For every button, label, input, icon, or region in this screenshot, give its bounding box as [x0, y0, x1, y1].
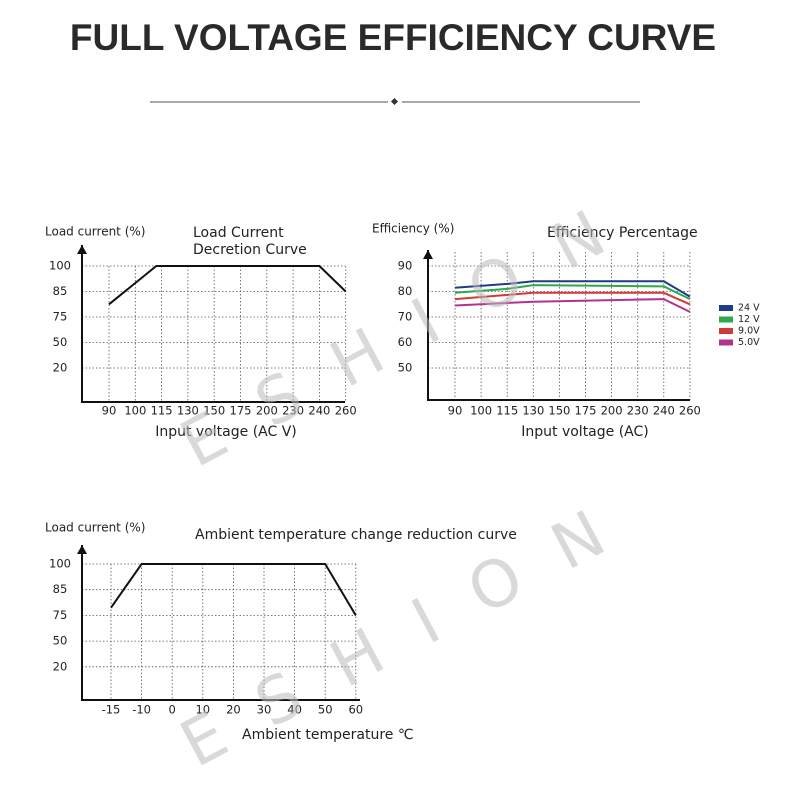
axis	[81, 245, 345, 403]
y-axis-label: Load current (%)	[45, 225, 145, 239]
y-tick-label: 85	[53, 582, 68, 596]
y-tick-label: 60	[398, 335, 413, 349]
legend-label: 9.0V	[738, 326, 760, 337]
axis-arrow	[77, 545, 87, 554]
x-tick-label: 230	[627, 404, 649, 418]
legend-label: 12 V	[738, 314, 760, 325]
x-axis-label: Input voltage (AC)	[521, 424, 649, 440]
y-tick-label: 80	[398, 284, 413, 298]
divider-diamond	[390, 97, 399, 106]
chart-title: Decretion Curve	[193, 242, 307, 258]
x-tick-label: 175	[230, 404, 252, 418]
legend-label: 24 V	[738, 303, 760, 314]
x-tick-label: 175	[575, 404, 597, 418]
x-tick-label: 30	[257, 703, 272, 717]
charts: 90 100 115 130 150 175 200 230 240 26010085755020…	[45, 222, 760, 744]
y-tick-label: 85	[53, 284, 68, 298]
page-title: FULL VOLTAGE EFFICIENCY CURVE	[70, 17, 716, 58]
x-tick-label: 100	[124, 404, 146, 418]
axis	[427, 250, 690, 401]
x-tick-label: 130	[177, 404, 199, 418]
x-tick-label: 60	[348, 703, 363, 717]
y-tick-label: 20	[53, 659, 68, 673]
legend-label: 5.0V	[738, 337, 760, 348]
y-axis-label: Load current (%)	[45, 521, 145, 535]
x-axis-label: Input voltage (AC V)	[155, 424, 297, 440]
series-line	[454, 298, 691, 313]
legend-swatch	[719, 339, 733, 346]
chart-title: Efficiency Percentage	[547, 225, 698, 241]
x-tick-label: 90	[102, 404, 117, 418]
x-tick-label: 115	[496, 404, 518, 418]
x-tick-label: 115	[151, 404, 173, 418]
chart-title: Load Current	[193, 225, 284, 241]
y-tick-label: 20	[53, 361, 68, 375]
y-tick-label: 75	[53, 608, 68, 622]
series-line	[108, 265, 347, 306]
legend-swatch	[719, 316, 733, 323]
x-tick-label: 50	[318, 703, 333, 717]
axis-arrow	[423, 250, 433, 259]
y-tick-label: 50	[53, 335, 68, 349]
x-tick-label: -15	[102, 703, 121, 717]
x-tick-label: 230	[282, 404, 304, 418]
x-tick-label: 200	[601, 404, 623, 418]
x-tick-label: 150	[548, 404, 570, 418]
axis-arrow	[77, 245, 87, 254]
x-tick-label: 40	[287, 703, 302, 717]
y-tick-label: 100	[49, 259, 71, 273]
chart-title: Ambient temperature change reduction cur…	[195, 527, 517, 543]
x-tick-label: 260	[335, 404, 357, 418]
series-line	[110, 563, 357, 616]
y-tick-label: 50	[398, 361, 413, 375]
x-tick-label: 20	[226, 703, 241, 717]
x-tick-label: 240	[653, 404, 675, 418]
x-tick-label: 100	[470, 404, 492, 418]
x-tick-label: -10	[132, 703, 151, 717]
y-axis-label: Efficiency (%)	[372, 222, 454, 236]
series-line	[454, 291, 691, 306]
series-line	[454, 280, 691, 298]
x-tick-label: 90	[448, 404, 463, 418]
x-tick-label: 150	[203, 404, 225, 418]
y-tick-label: 100	[49, 557, 71, 571]
axis	[81, 545, 360, 701]
y-tick-label: 70	[398, 310, 413, 324]
x-tick-label: 260	[679, 404, 701, 418]
x-tick-label: 130	[522, 404, 544, 418]
y-tick-label: 50	[53, 634, 68, 648]
x-tick-label: 10	[195, 703, 210, 717]
x-axis-label: Ambient temperature ℃	[242, 727, 414, 743]
x-tick-label: 240	[308, 404, 330, 418]
y-tick-label: 75	[53, 310, 68, 324]
x-tick-label: 0	[169, 703, 176, 717]
legend-swatch	[719, 328, 733, 334]
legend-swatch	[719, 305, 733, 311]
series-line	[454, 284, 691, 300]
y-tick-label: 90	[398, 259, 413, 273]
x-tick-label: 200	[256, 404, 278, 418]
